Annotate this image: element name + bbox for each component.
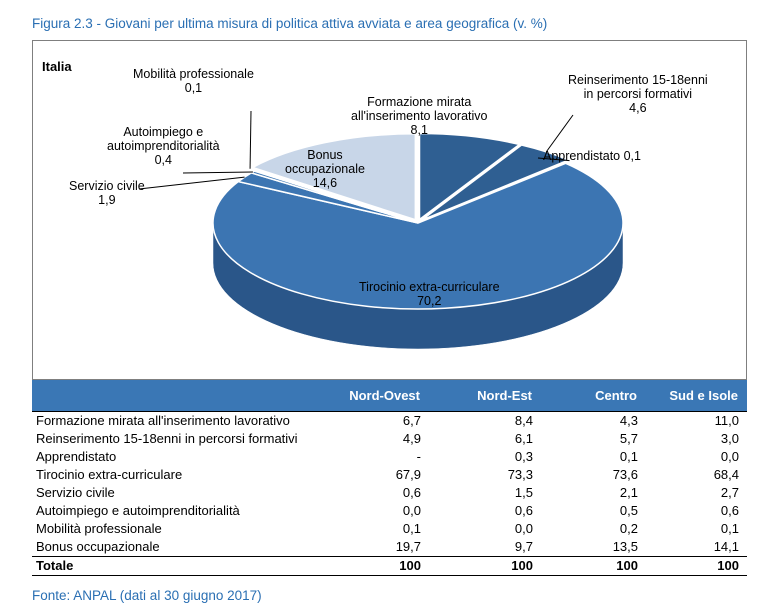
chart-title: Italia — [42, 59, 72, 74]
leader-line — [537, 157, 570, 162]
row-label: Reinserimento 15-18enni in percorsi form… — [36, 431, 298, 446]
table-cell: 0,3 — [514, 449, 533, 464]
table-cell: 13,5 — [612, 539, 638, 554]
table-cell: 0,6 — [720, 503, 739, 518]
row-label: Formazione mirata all'inserimento lavora… — [32, 411, 325, 430]
leader-line — [545, 114, 574, 153]
table-header-row: Nord-Ovest Nord-Est Centro Sud e Isole — [32, 380, 747, 412]
col-sud-isole: Sud e Isole — [646, 380, 747, 412]
leader-line — [249, 110, 252, 169]
table-cell: 0,2 — [619, 521, 638, 536]
figure-title: Figura 2.3 - Giovani per ultima misura d… — [32, 16, 548, 31]
table-cell: 1,5 — [514, 485, 533, 500]
table-cell: 11,0 — [646, 411, 747, 430]
table-header-label — [32, 380, 325, 412]
table-row: Bonus occupazionale 19,7 9,7 13,5 14,1 — [32, 538, 747, 557]
slice-label-reinserimento: Reinserimento 15-18enni in percorsi form… — [568, 73, 708, 115]
table-cell: 5,7 — [619, 431, 638, 446]
slice-label-apprendistato: Apprendistato 0,1 — [543, 149, 641, 163]
table-cell: 8,4 — [429, 411, 541, 430]
table-row: Servizio civile 0,6 1,5 2,1 2,7 — [32, 484, 747, 502]
pie-chart-panel: Italia Formazione mirata all'inserimento… — [32, 40, 747, 380]
table-cell: 19,7 — [395, 539, 421, 554]
table-cell: - — [416, 449, 421, 464]
table-row: Apprendistato - 0,3 0,1 0,0 — [32, 448, 747, 466]
table-cell: 2,7 — [720, 485, 739, 500]
table-cell: 100 — [541, 556, 646, 576]
leader-line — [138, 176, 245, 190]
source-note: Fonte: ANPAL (dati al 30 giugno 2017) — [32, 588, 262, 603]
table-cell: 0,0 — [514, 521, 533, 536]
table-row: Formazione mirata all'inserimento lavora… — [32, 411, 747, 430]
table-row: Reinserimento 15-18enni in percorsi form… — [32, 430, 747, 448]
table-cell: 0,1 — [402, 521, 421, 536]
row-label: Servizio civile — [36, 485, 115, 500]
col-centro: Centro — [541, 380, 646, 412]
row-label: Autoimpiego e autoimprenditorialità — [36, 503, 240, 518]
slice-label-servizio-civile: Servizio civile 1,9 — [69, 179, 145, 207]
row-label: Totale — [32, 556, 325, 576]
table-cell: 0,1 — [619, 449, 638, 464]
col-nord-ovest: Nord-Ovest — [325, 380, 429, 412]
table-cell: 2,1 — [619, 485, 638, 500]
table-cell: 4,9 — [402, 431, 421, 446]
row-label: Tirocinio extra-curriculare — [36, 467, 183, 482]
table-cell: 68,4 — [713, 467, 739, 482]
table-row: Tirocinio extra-curriculare 67,9 73,3 73,6 6… — [32, 466, 747, 484]
slice-label-autoimpiego: Autoimpiego e autoimprenditorialità 0,4 — [107, 125, 220, 167]
pie-chart — [138, 110, 624, 350]
col-nord-est: Nord-Est — [429, 380, 541, 412]
table-row: Mobilità professionale 0,1 0,0 0,2 0,1 — [32, 520, 747, 538]
slice-label-mobilita: Mobilità professionale 0,1 — [133, 67, 254, 95]
table-cell: 0,6 — [514, 503, 533, 518]
table-cell: 6,1 — [514, 431, 533, 446]
regional-table: Nord-Ovest Nord-Est Centro Sud e Isole F… — [32, 380, 747, 576]
table-cell: 0,0 — [402, 503, 421, 518]
table-cell: 4,3 — [541, 411, 646, 430]
table-cell: 3,0 — [720, 431, 739, 446]
table-cell: 100 — [429, 556, 541, 576]
leader-line — [182, 171, 253, 174]
table-cell: 9,7 — [514, 539, 533, 554]
table-cell: 100 — [646, 556, 747, 576]
table-cell: 14,1 — [713, 539, 739, 554]
table-total-row: Totale 100 100 100 100 — [32, 556, 747, 576]
row-label: Apprendistato — [36, 449, 117, 464]
table-cell: 100 — [325, 556, 429, 576]
table-row: Autoimpiego e autoimprenditorialità 0,0 0,… — [32, 502, 747, 520]
table-cell: 73,6 — [612, 467, 638, 482]
slice-label-bonus: Bonus occupazionale 14,6 — [285, 148, 365, 190]
pie-slice — [250, 133, 417, 221]
table-cell: 0,1 — [720, 521, 739, 536]
table-cell: 73,3 — [507, 467, 533, 482]
table-cell: 0,0 — [720, 449, 739, 464]
slice-label-formazione: Formazione mirata all'inserimento lavora… — [351, 95, 488, 137]
table-cell: 0,6 — [402, 485, 421, 500]
table-cell: 6,7 — [325, 411, 429, 430]
row-label: Bonus occupazionale — [36, 539, 160, 554]
row-label: Mobilità professionale — [36, 521, 162, 536]
table-cell: 0,5 — [619, 503, 638, 518]
pie-slice — [418, 132, 522, 222]
slice-label-tirocinio: Tirocinio extra-curriculare 70,2 — [359, 280, 500, 308]
table-cell: 67,9 — [395, 467, 421, 482]
